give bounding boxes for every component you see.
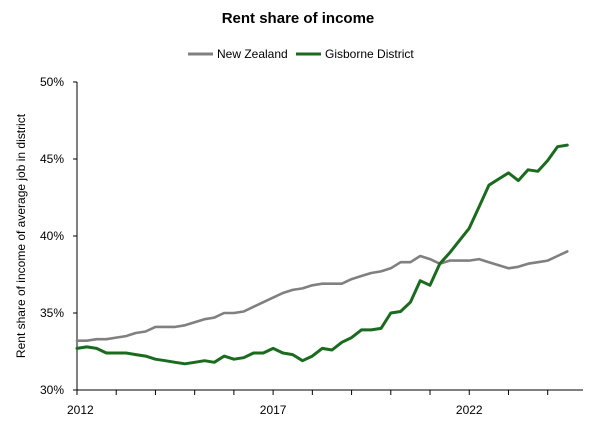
x-tick-label: 2017 (260, 403, 287, 417)
legend: New Zealand Gisborne District (188, 47, 414, 61)
y-tick-label: 45% (40, 152, 64, 166)
axes: 30% 35% 40% 45% 50% 2012 2017 2022 (40, 75, 583, 417)
series-layer (75, 143, 569, 366)
y-tick-label: 35% (40, 306, 64, 320)
x-tick-label: 2022 (456, 403, 483, 417)
chart-title: Rent share of income (222, 10, 375, 27)
legend-label-gisborne-district: Gisborne District (325, 47, 414, 61)
series-line-gisborne-district (75, 143, 569, 366)
y-tick-label: 30% (40, 383, 64, 397)
series-line-new-zealand (75, 250, 569, 343)
y-tick-label: 50% (40, 75, 64, 89)
y-axis-label: Rent share of income of average job in d… (14, 113, 28, 358)
x-tick-label: 2012 (67, 403, 94, 417)
legend-label-new-zealand: New Zealand (217, 47, 288, 61)
y-tick-label: 40% (40, 229, 64, 243)
